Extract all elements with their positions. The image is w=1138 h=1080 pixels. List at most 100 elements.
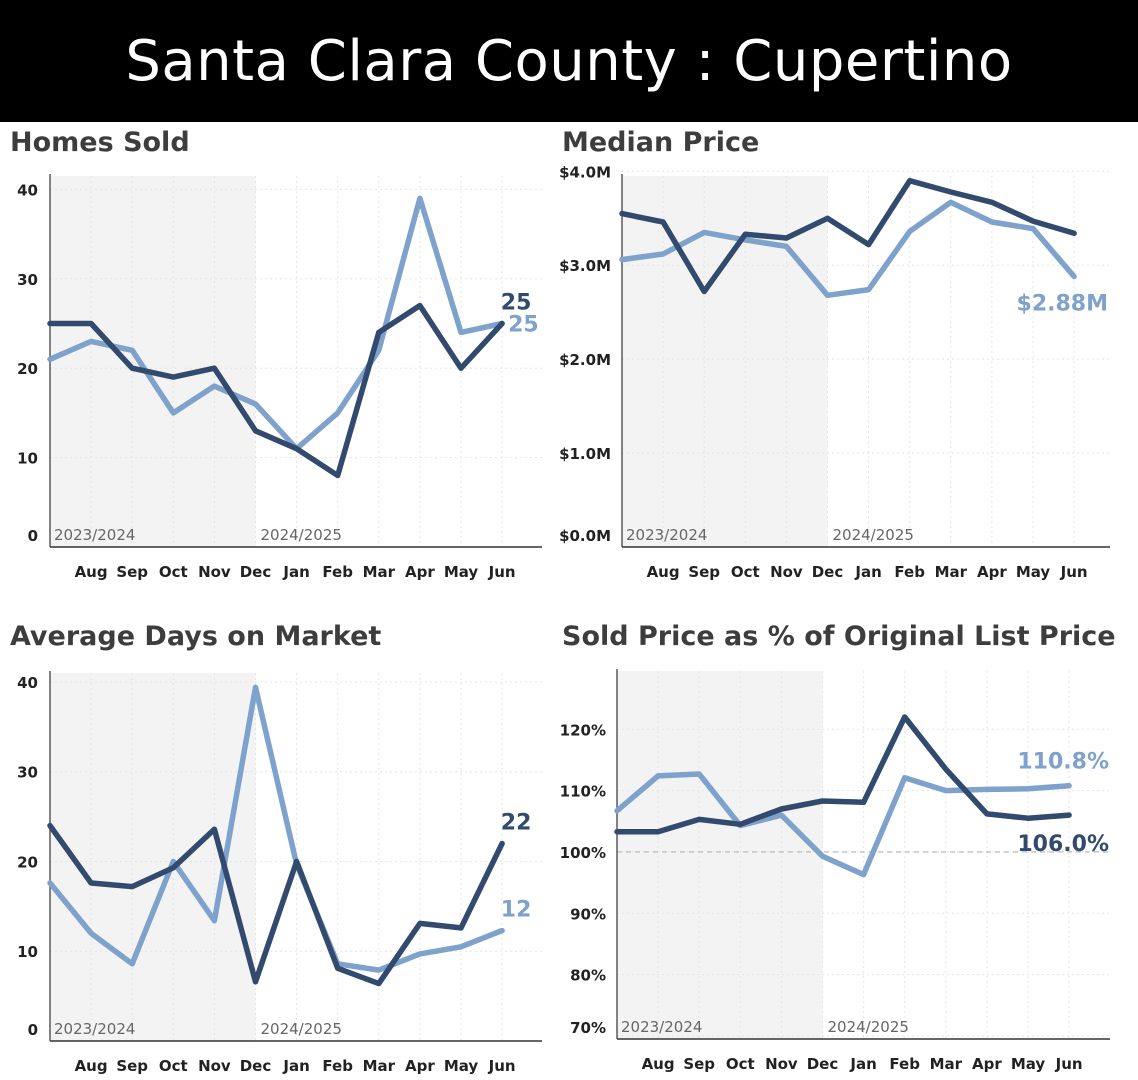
y-tick-label: 10 (17, 943, 38, 961)
x-tick-label: Jun (488, 563, 516, 581)
x-tick-label: Aug (75, 1057, 108, 1075)
season-label: 2024/2025 (828, 1018, 909, 1036)
x-tick-label: Feb (889, 1055, 920, 1073)
y-tick-label: 40 (17, 181, 38, 199)
x-tick-label: Nov (198, 563, 231, 581)
season-label: 2023/2024 (626, 526, 707, 544)
x-tick-label: Sep (116, 1057, 148, 1075)
x-tick-label: Feb (322, 1057, 353, 1075)
season-label: 2023/2024 (54, 1020, 135, 1038)
x-tick-label: Dec (240, 563, 272, 581)
x-tick-label: Aug (642, 1055, 675, 1073)
x-tick-label: Sep (683, 1055, 715, 1073)
end-value-label-dark: 106.0% (1017, 832, 1109, 857)
x-tick-label: Jun (1060, 563, 1088, 581)
series-line-light (47, 684, 505, 973)
series-line-dark (47, 822, 505, 987)
series-line-dark (619, 177, 1077, 295)
x-tick-label: Apr (405, 563, 435, 581)
y-tick-label: 30 (17, 271, 38, 289)
y-tick-label: 30 (17, 764, 38, 782)
x-tick-label: Aug (647, 563, 680, 581)
y-tick-label: 20 (17, 360, 38, 378)
x-tick-label: Dec (807, 1055, 839, 1073)
end-value-label-dark: 25 (501, 291, 532, 316)
y-tick-label: 0 (28, 527, 38, 545)
avg-days-chart: 0 10 20 30 40 Aug Sep Oct Nov Dec Jan Feb Mar Apr May J… (17, 671, 542, 1075)
x-tick-label: Nov (198, 1057, 231, 1075)
y-tick-label: 70% (570, 1019, 606, 1037)
y-tick-label: 10 (17, 450, 38, 468)
y-tick-label: 40 (17, 674, 38, 692)
y-tick-label: 110% (560, 783, 606, 801)
season-label: 2023/2024 (54, 526, 135, 544)
end-value-label-light: 110.8% (1017, 750, 1109, 775)
series-line-dark (614, 714, 1072, 835)
y-tick-label: $0.0M (559, 527, 611, 545)
x-tick-label: Mar (935, 563, 968, 581)
x-tick-label: Jan (849, 1055, 876, 1073)
sold-pct-title: Sold Price as % of Original List Price (562, 621, 1116, 652)
x-tick-label: Apr (972, 1055, 1002, 1073)
y-tick-label: 80% (570, 967, 606, 985)
avg-days-title: Average Days on Market (10, 621, 382, 652)
x-tick-label: May (1016, 563, 1051, 581)
x-tick-label: Jan (282, 1057, 309, 1075)
x-tick-label: Aug (75, 563, 108, 581)
y-tick-label: 90% (570, 905, 606, 923)
x-tick-label: Oct (159, 563, 188, 581)
y-tick-label: $4.0M (559, 163, 611, 181)
season-band (617, 671, 823, 1039)
series-line-light (614, 771, 1072, 878)
x-tick-label: May (444, 563, 479, 581)
x-tick-label: Dec (812, 563, 844, 581)
x-tick-label: Mar (930, 1055, 963, 1073)
x-tick-label: Oct (726, 1055, 755, 1073)
x-tick-label: Nov (770, 563, 803, 581)
end-value-label-light: 25 (508, 313, 539, 338)
x-tick-label: Jan (854, 563, 881, 581)
y-tick-label: 0 (28, 1021, 38, 1039)
homes-sold-chart: 0 10 20 30 40 Aug Sep Oct Nov Dec Jan Feb Mar Apr May J… (17, 174, 542, 581)
season-label: 2024/2025 (261, 526, 342, 544)
x-tick-label: May (444, 1057, 479, 1075)
median-price-chart: $0.0M $1.0M $2.0M $3.0M $4.0M Aug Sep Oct Nov Dec… (559, 163, 1110, 581)
season-label: 2023/2024 (621, 1018, 702, 1036)
series-line-dark (47, 302, 505, 479)
x-tick-label: Feb (322, 563, 353, 581)
x-tick-label: Mar (363, 563, 396, 581)
end-value-label-light: 12 (501, 898, 532, 923)
x-tick-label: Sep (116, 563, 148, 581)
median-price-title: Median Price (562, 127, 760, 158)
season-band (50, 176, 256, 547)
x-tick-label: Apr (405, 1057, 435, 1075)
x-tick-label: May (1011, 1055, 1046, 1073)
series-line-light (619, 199, 1077, 299)
season-label: 2024/2025 (261, 1020, 342, 1038)
end-value-label-light: $2.88M (1017, 291, 1108, 316)
y-tick-label: $3.0M (559, 257, 611, 275)
x-tick-label: Oct (731, 563, 760, 581)
y-tick-label: $2.0M (559, 351, 611, 369)
page-title: Santa Clara County : Cupertino (125, 28, 1013, 94)
x-tick-label: Jun (488, 1057, 516, 1075)
end-value-label-dark: 22 (501, 811, 532, 836)
sold-pct-chart: 70% 80% 90% 100% 110% 120% Aug Sep Oct Nov Dec Jan F… (560, 669, 1110, 1073)
header-bar: Santa Clara County : Cupertino (0, 0, 1138, 122)
y-tick-label: 120% (560, 721, 606, 739)
season-label: 2024/2025 (833, 526, 914, 544)
x-tick-label: Dec (240, 1057, 272, 1075)
x-tick-label: Apr (977, 563, 1007, 581)
x-tick-label: Jan (282, 563, 309, 581)
x-tick-label: Sep (688, 563, 720, 581)
x-tick-label: Oct (159, 1057, 188, 1075)
x-tick-label: Jun (1055, 1055, 1083, 1073)
y-tick-label: 100% (560, 844, 606, 862)
series-line-light (47, 195, 505, 452)
y-tick-label: $1.0M (559, 445, 611, 463)
x-tick-label: Feb (894, 563, 925, 581)
y-tick-label: 20 (17, 853, 38, 871)
x-tick-label: Mar (363, 1057, 396, 1075)
x-tick-label: Nov (765, 1055, 798, 1073)
homes-sold-title: Homes Sold (10, 127, 190, 158)
